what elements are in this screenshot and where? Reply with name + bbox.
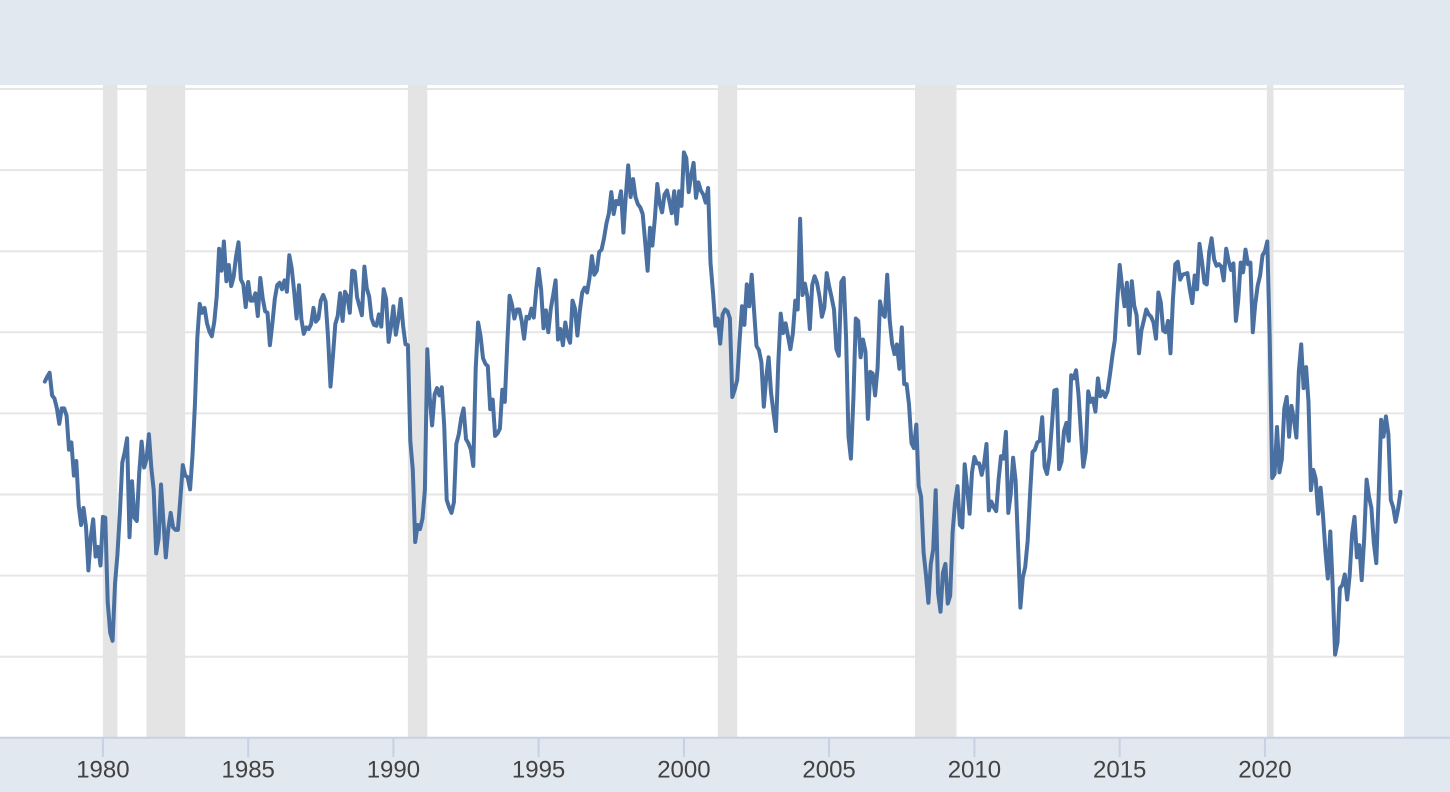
svg-text:2015: 2015 bbox=[1093, 757, 1146, 784]
svg-text:1990: 1990 bbox=[367, 757, 420, 784]
svg-text:2000: 2000 bbox=[657, 757, 710, 784]
svg-text:2005: 2005 bbox=[802, 757, 855, 784]
svg-text:2010: 2010 bbox=[948, 757, 1001, 784]
svg-text:2020: 2020 bbox=[1238, 757, 1291, 784]
svg-text:1995: 1995 bbox=[512, 757, 565, 784]
svg-text:1985: 1985 bbox=[222, 757, 275, 784]
svg-text:1980: 1980 bbox=[76, 757, 129, 784]
